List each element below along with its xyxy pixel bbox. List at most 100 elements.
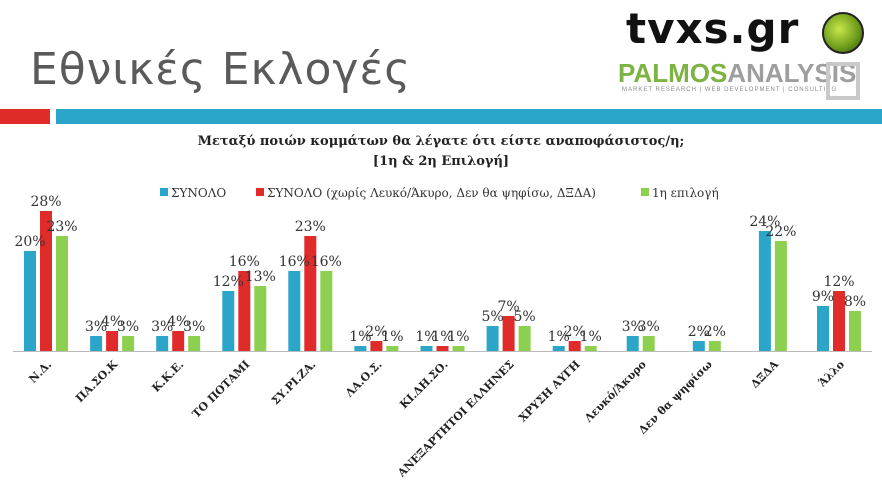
legend-swatch-3: [641, 188, 649, 196]
accent-bar-blue: [56, 109, 882, 124]
chart-title-line1: Μεταξύ ποιών κομμάτων θα λέγατε ότι είστ…: [197, 134, 685, 149]
bar-1-8: [486, 326, 499, 351]
chart-legend: ΣΥΝΟΛΟ ΣΥΝΟΛΟ (χωρίς Λευκό/Άκυρο, Δεν θα …: [160, 186, 719, 200]
bar-3-8: [518, 326, 531, 351]
data-label-2-2: 4%: [101, 314, 123, 330]
data-label-1-7: 1%: [415, 329, 437, 345]
bar-1-6: [354, 346, 367, 351]
bar-3-7: [452, 346, 465, 351]
data-label-2-9: 2%: [564, 324, 586, 340]
bar-3-11: [708, 341, 721, 351]
category-label-7: ΚΙ.ΔΗ.ΣΟ.: [397, 358, 450, 411]
bar-1-11: [692, 341, 705, 351]
bar-3-13: [849, 311, 861, 351]
category-label-11: Δεν θα ψηφίσω: [636, 358, 715, 437]
bar-2-1: [40, 211, 52, 351]
bar-3-9: [584, 346, 597, 351]
accent-bar-red: [0, 109, 50, 124]
bar-2-9: [568, 341, 581, 351]
palmos-tagline: MARKET RESEARCH | WEB DEVELOPMENT | CONS…: [622, 87, 838, 93]
bar-1-2: [90, 336, 103, 351]
data-label-3-11: 2%: [704, 324, 726, 340]
category-label-3: Κ.Κ.Ε.: [150, 358, 187, 395]
palmos-logo-part1: PALMOS: [618, 58, 728, 88]
data-label-3-1: 23%: [46, 219, 77, 235]
data-label-2-4: 16%: [229, 254, 260, 270]
data-label-3-3: 3%: [183, 319, 205, 335]
legend-label-3: 1η επιλογή: [652, 186, 719, 200]
chart-bars: [13, 211, 872, 352]
data-label-2-13: 12%: [823, 274, 854, 290]
data-label-3-7: 1%: [447, 329, 469, 345]
data-label-3-12: 22%: [765, 224, 796, 240]
category-label-8: ΑΝΕΞΑΡΤΗΤΟΙ ΕΛΛΗΝΕΣ: [394, 358, 516, 480]
category-label-13: Άλλο: [815, 358, 847, 390]
category-label-6: ΛΑ.Ο.Σ.: [342, 358, 384, 400]
legend-swatch-1: [160, 188, 168, 196]
bar-3-10: [642, 336, 655, 351]
data-label-3-13: 8%: [844, 294, 866, 310]
category-label-10: Λευκό/Άκυρο: [581, 358, 649, 426]
category-label-5: ΣΥ.ΡΙ.ΖΑ.: [269, 358, 319, 408]
bar-2-2: [106, 331, 119, 351]
data-label-1-3: 3%: [151, 319, 173, 335]
data-label-1-8: 5%: [481, 309, 503, 325]
category-label-9: ΧΡΥΣΗ ΑΥΓΗ: [516, 358, 583, 425]
data-label-3-2: 3%: [117, 319, 139, 335]
bar-1-5: [288, 271, 301, 351]
bar-1-9: [552, 346, 565, 351]
data-label-2-7: 1%: [431, 329, 453, 345]
bar-3-3: [188, 336, 201, 351]
data-label-1-4: 12%: [213, 274, 244, 290]
data-label-2-3: 4%: [167, 314, 189, 330]
bar-2-6: [370, 341, 383, 351]
data-label-2-1: 28%: [30, 194, 61, 210]
bar-2-13: [833, 291, 845, 351]
data-label-1-11: 2%: [688, 324, 710, 340]
bar-3-2: [122, 336, 135, 351]
data-label-3-8: 5%: [513, 309, 535, 325]
bar-1-13: [817, 306, 829, 351]
bar-3-12: [774, 241, 787, 351]
bar-2-7: [436, 346, 449, 351]
data-label-3-5: 16%: [311, 254, 342, 270]
legend-label-2: ΣΥΝΟΛΟ (χωρίς Λευκό/Άκυρο, Δεν θα ψηφίσω…: [267, 186, 596, 200]
bar-2-4: [238, 271, 251, 351]
data-label-3-4: 13%: [245, 269, 276, 285]
bar-3-5: [320, 271, 333, 351]
page-title: Εθνικές Εκλογές: [30, 44, 412, 95]
data-label-3-9: 1%: [580, 329, 602, 345]
bar-2-5: [304, 236, 317, 351]
tvxs-logo: tvxs.gr: [626, 4, 800, 53]
category-label-1: Ν.Δ.: [26, 358, 54, 386]
data-label-2-8: 7%: [497, 299, 519, 315]
data-label-2-5: 23%: [295, 219, 326, 235]
bar-1-7: [420, 346, 433, 351]
category-label-4: ΤΟ ΠΟΤΑΜΙ: [190, 358, 253, 421]
data-label-1-1: 20%: [14, 234, 45, 250]
data-label-1-10: 3%: [622, 319, 644, 335]
data-label-2-6: 2%: [365, 324, 387, 340]
data-label-1-6: 1%: [349, 329, 371, 345]
bar-1-12: [758, 231, 771, 351]
data-label-1-13: 9%: [812, 289, 834, 305]
bar-1-10: [626, 336, 639, 351]
bar-3-4: [254, 286, 267, 351]
data-label-1-12: 24%: [749, 214, 780, 230]
chart-category-labels: Ν.Δ. ΠΑ.ΣΟ.Κ Κ.Κ.Ε. ΤΟ ΠΟΤΑΜΙ ΣΥ.ΡΙ.ΖΑ. ΛΑ.Ο.…: [26, 358, 847, 481]
bar-3-6: [386, 346, 399, 351]
bar-2-3: [172, 331, 185, 351]
data-label-1-9: 1%: [548, 329, 570, 345]
data-label-3-10: 3%: [638, 319, 660, 335]
bar-1-3: [156, 336, 169, 351]
bar-1-1: [24, 251, 36, 351]
legend-label-1: ΣΥΝΟΛΟ: [171, 186, 226, 200]
bar-2-8: [502, 316, 515, 351]
category-label-12: ΔΞΔΑ: [748, 358, 781, 391]
bar-1-4: [222, 291, 235, 351]
data-label-3-6: 1%: [381, 329, 403, 345]
chart-data-labels: 20%28%23%3%4%3% 3%4%3%12%16%13%16%23%16%1…: [14, 194, 866, 345]
bar-3-1: [56, 236, 68, 351]
globe-icon: [822, 12, 864, 54]
